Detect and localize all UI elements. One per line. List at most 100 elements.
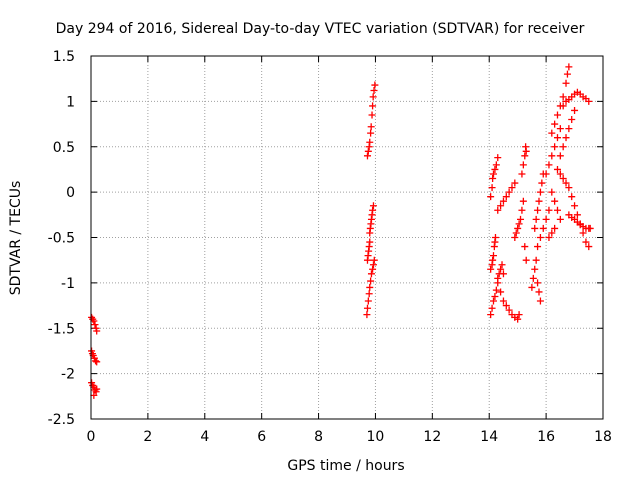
- data-point: [497, 202, 505, 210]
- data-point: [559, 143, 567, 151]
- data-point: [494, 154, 502, 162]
- data-point: [586, 224, 594, 232]
- data-point: [565, 63, 573, 71]
- data-point: [363, 304, 371, 312]
- data-point: [488, 184, 496, 192]
- data-point: [487, 193, 495, 201]
- data-point: [553, 134, 561, 142]
- data-point: [502, 193, 510, 201]
- data-point: [551, 197, 559, 205]
- data-point: [367, 277, 375, 285]
- data-point: [571, 202, 579, 210]
- data-point: [515, 220, 523, 228]
- data-point: [548, 152, 556, 160]
- x-tick-label: 8: [314, 429, 323, 445]
- data-point: [532, 215, 540, 223]
- data-point: [91, 321, 99, 329]
- grid: [90, 55, 604, 420]
- data-point: [517, 215, 525, 223]
- data-point: [522, 147, 530, 155]
- data-point: [534, 279, 542, 287]
- x-tick-label: 2: [143, 429, 152, 445]
- data-point: [367, 123, 375, 131]
- data-point: [519, 161, 527, 169]
- x-tick-label: 4: [200, 429, 209, 445]
- data-point: [367, 129, 375, 137]
- data-point: [553, 206, 561, 214]
- data-point: [492, 286, 500, 294]
- y-axis-label: SDTVAR / TECUs: [8, 181, 24, 296]
- data-point: [366, 238, 374, 246]
- data-point: [559, 175, 567, 183]
- data-point: [370, 86, 378, 94]
- data-point: [499, 270, 507, 278]
- data-point: [489, 175, 497, 183]
- data-point: [369, 93, 377, 101]
- data-point: [559, 102, 567, 110]
- data-point: [551, 120, 559, 128]
- x-tick-label: 16: [537, 429, 555, 445]
- data-point: [497, 265, 505, 273]
- data-point: [497, 288, 505, 296]
- data-point: [512, 229, 520, 237]
- data-point: [369, 265, 377, 273]
- data-point: [565, 184, 573, 192]
- data-point: [487, 265, 495, 273]
- data-point: [93, 358, 101, 366]
- data-point: [553, 165, 561, 173]
- data-point: [364, 297, 372, 305]
- data-point: [515, 311, 523, 319]
- data-points: [88, 63, 594, 399]
- data-point: [559, 93, 567, 101]
- data-point: [529, 274, 537, 282]
- data-point: [93, 385, 101, 393]
- y-tick-label: 0: [66, 185, 75, 201]
- data-point: [568, 116, 576, 124]
- data-point: [369, 202, 377, 210]
- data-point: [539, 224, 547, 232]
- data-point: [494, 206, 502, 214]
- data-point: [521, 243, 529, 251]
- data-point: [536, 297, 544, 305]
- data-point: [545, 234, 553, 241]
- data-point: [542, 170, 550, 178]
- y-tick-label: 1.5: [53, 49, 75, 65]
- data-point: [369, 102, 377, 110]
- data-point: [90, 317, 98, 325]
- data-point: [489, 256, 497, 264]
- data-point: [553, 111, 561, 119]
- data-point: [369, 261, 377, 269]
- data-point: [535, 197, 543, 205]
- data-point: [491, 165, 499, 173]
- x-tick-label: 14: [480, 429, 498, 445]
- data-point: [571, 106, 579, 114]
- data-point: [489, 297, 497, 305]
- data-point: [491, 234, 499, 241]
- data-point: [538, 179, 546, 187]
- data-point: [363, 152, 371, 160]
- data-point: [573, 211, 581, 219]
- data-point: [93, 327, 101, 335]
- data-point: [90, 391, 98, 399]
- data-point: [499, 197, 507, 205]
- x-tick-label: 10: [367, 429, 385, 445]
- data-point: [585, 97, 593, 105]
- data-point: [548, 129, 556, 137]
- data-point: [582, 238, 590, 246]
- data-point: [536, 188, 544, 196]
- data-point: [489, 170, 497, 178]
- data-point: [563, 70, 571, 78]
- data-point: [532, 256, 540, 264]
- data-point: [565, 125, 573, 133]
- data-point: [365, 290, 373, 298]
- x-tick-label: 18: [594, 429, 612, 445]
- data-point: [556, 215, 564, 223]
- data-point: [368, 111, 376, 119]
- data-point: [542, 215, 550, 223]
- data-point: [508, 184, 516, 192]
- data-point: [522, 256, 530, 264]
- data-point: [585, 243, 593, 251]
- data-point: [545, 161, 553, 169]
- data-point: [487, 311, 495, 319]
- data-point: [534, 206, 542, 214]
